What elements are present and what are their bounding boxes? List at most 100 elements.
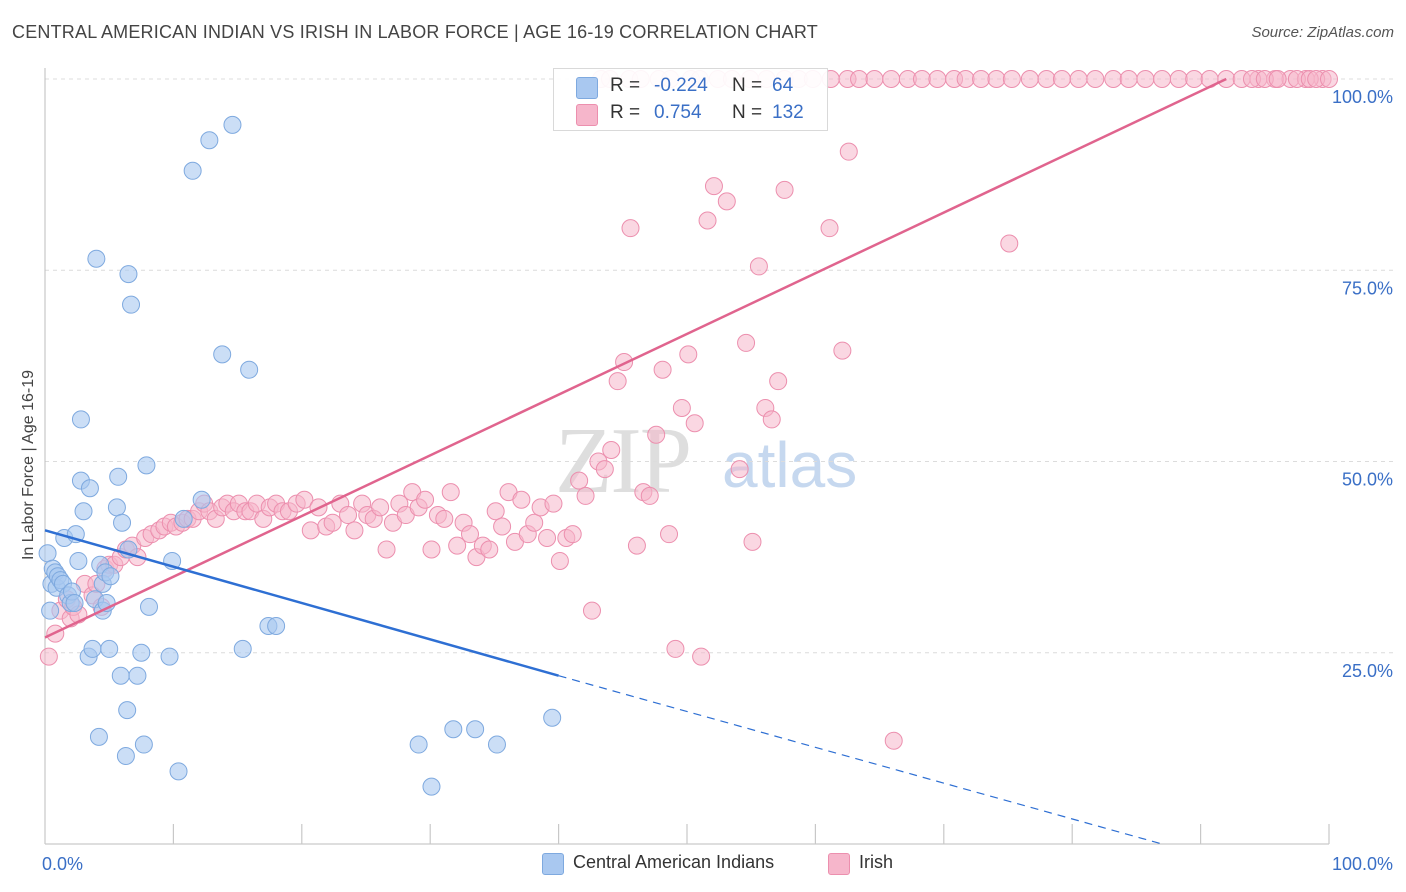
data-point-irish: [717, 192, 736, 211]
source-attribution: Source: ZipAtlas.com: [1251, 24, 1394, 41]
data-point-central-american-indian: [87, 249, 106, 268]
legend-label: Irish: [859, 852, 894, 872]
data-point-central-american-indian: [422, 777, 441, 796]
data-point-irish: [1000, 234, 1019, 253]
data-point-irish: [295, 490, 314, 509]
data-point-central-american-indian: [233, 639, 252, 658]
data-point-irish: [493, 517, 512, 536]
data-point-central-american-indian: [223, 115, 242, 134]
data-point-irish: [672, 398, 691, 417]
data-point-irish: [39, 647, 58, 666]
data-point-irish: [685, 414, 704, 433]
data-point-central-american-indian: [267, 616, 286, 635]
data-point-irish: [692, 647, 711, 666]
data-point-central-american-indian: [111, 666, 130, 685]
data-point-irish: [608, 372, 627, 391]
legend-swatch-blue: [576, 77, 598, 99]
legend-swatch-blue: [542, 853, 564, 875]
data-point-irish: [865, 70, 884, 88]
trend-line-central-american-indians: [44, 529, 559, 677]
data-point-central-american-indian: [169, 762, 188, 781]
data-point-central-american-indian: [128, 666, 147, 685]
n-value: 132: [772, 102, 804, 123]
data-point-irish: [1136, 70, 1155, 88]
legend-label: Central American Indians: [573, 852, 775, 872]
data-point-irish: [448, 536, 467, 555]
data-point-irish: [737, 333, 756, 352]
data-point-irish: [640, 486, 659, 505]
data-point-central-american-indian: [74, 502, 93, 521]
data-point-irish: [775, 180, 794, 199]
data-point-irish: [762, 410, 781, 429]
data-point-irish: [1320, 70, 1338, 88]
data-point-irish: [435, 509, 454, 528]
data-point-irish: [666, 639, 685, 658]
data-point-central-american-indian: [444, 720, 463, 739]
axes: [44, 68, 1330, 845]
r-value: 0.754: [654, 102, 702, 123]
data-point-central-american-indian: [71, 410, 90, 429]
data-point-central-american-indian: [543, 708, 562, 727]
data-point-irish: [1086, 70, 1105, 88]
data-point-central-american-indian: [183, 161, 202, 180]
data-point-central-american-indian: [65, 594, 84, 613]
data-point-central-american-indian: [100, 639, 119, 658]
data-point-irish: [928, 70, 947, 88]
data-point-irish: [956, 70, 975, 88]
data-point-central-american-indian: [174, 509, 193, 528]
data-point-irish: [704, 177, 723, 196]
data-point-irish: [422, 540, 441, 559]
trend-line-extension-central-american-indians: [558, 675, 1163, 845]
data-point-irish: [441, 483, 460, 502]
data-point-central-american-indian: [113, 513, 132, 532]
data-point-irish: [480, 540, 499, 559]
data-point-irish: [339, 506, 358, 525]
r-label: R =: [610, 102, 641, 123]
n-label: N =: [732, 75, 763, 96]
data-point-central-american-indian: [409, 735, 428, 754]
legend-swatch-pink: [576, 104, 598, 126]
data-point-irish: [1104, 70, 1123, 88]
data-point-irish: [1185, 70, 1204, 88]
trend-lines: [44, 77, 1227, 845]
data-point-irish: [525, 513, 544, 532]
data-point-irish: [647, 425, 666, 444]
data-point-irish: [461, 525, 480, 544]
data-point-irish: [1002, 70, 1021, 88]
data-point-irish: [416, 490, 435, 509]
data-point-irish: [660, 525, 679, 544]
chart-title: CENTRAL AMERICAN INDIAN VS IRISH IN LABO…: [12, 22, 818, 42]
data-point-irish: [1268, 70, 1287, 88]
data-point-irish: [1069, 70, 1088, 88]
data-point-irish: [345, 521, 364, 540]
data-point-central-american-indian: [118, 701, 137, 720]
data-point-irish: [538, 529, 557, 547]
data-point-irish: [749, 257, 768, 276]
data-point-central-american-indian: [101, 567, 120, 586]
data-point-central-american-indian: [80, 479, 99, 498]
data-point-central-american-indian: [83, 639, 102, 658]
data-point-central-american-indian: [192, 490, 211, 509]
data-point-irish: [912, 70, 931, 88]
data-point-central-american-indian: [41, 601, 60, 620]
correlation-legend: R = -0.224 N = 64 R = 0.754 N = 132: [553, 68, 828, 131]
data-point-central-american-indian: [140, 597, 159, 616]
data-point-central-american-indian: [107, 498, 126, 517]
y-tick-label: 100.0%: [1332, 87, 1393, 107]
data-point-central-american-indian: [38, 544, 57, 563]
data-point-irish: [595, 460, 614, 479]
data-point-irish: [1020, 70, 1039, 88]
x-tick-label: 0.0%: [42, 854, 83, 874]
data-point-central-american-indian: [200, 131, 219, 150]
data-point-irish: [743, 532, 762, 551]
data-point-irish: [653, 360, 672, 379]
data-point-central-american-indian: [132, 643, 151, 662]
data-point-central-american-indian: [160, 647, 179, 666]
data-point-irish: [301, 521, 320, 540]
data-point-irish: [769, 372, 788, 391]
data-point-irish: [820, 219, 839, 238]
y-tick-label: 50.0%: [1342, 470, 1393, 490]
data-point-irish: [544, 494, 563, 513]
data-point-central-american-indian: [116, 747, 135, 766]
